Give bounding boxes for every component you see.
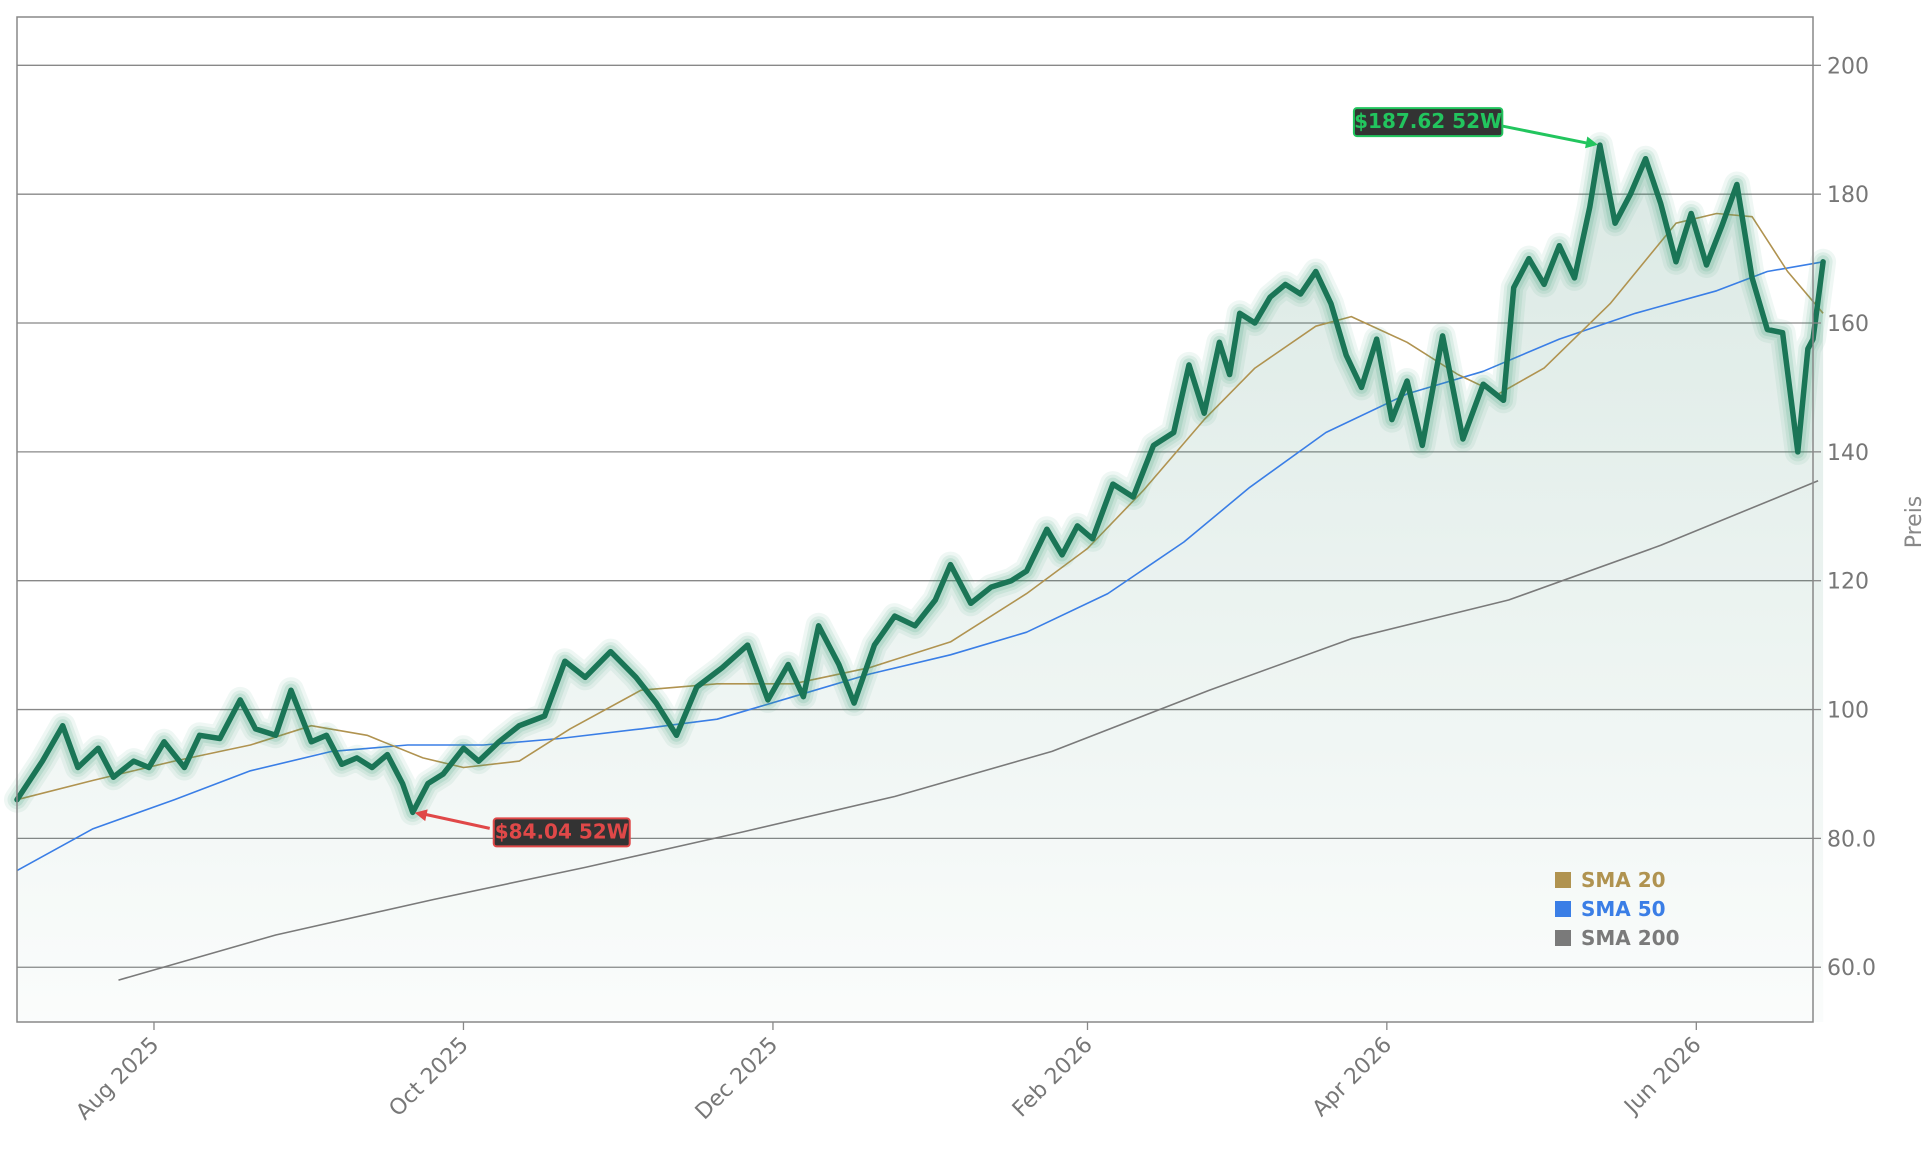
high-52w-annotation: $187.62 52W bbox=[1352, 107, 1598, 149]
low-52w-annotation: $84.04 52W bbox=[414, 809, 631, 848]
y-tick-label: 120 bbox=[1827, 570, 1869, 595]
annotation-arrow bbox=[420, 811, 491, 830]
y-axis: 60.0 80.0 100 120 140 160 180 200 bbox=[1813, 54, 1876, 981]
annotation-arrow bbox=[1502, 124, 1593, 146]
legend-label: SMA 20 bbox=[1581, 868, 1666, 892]
legend-swatch bbox=[1555, 872, 1571, 888]
annotation-arrowhead bbox=[1585, 136, 1598, 149]
moving-average-lines bbox=[16, 212, 1824, 981]
x-tick-label: Apr 2026 bbox=[1308, 1033, 1397, 1122]
annotations: $187.62 52W $84.04 52W bbox=[414, 107, 1598, 848]
legend-item: SMA 50 bbox=[1555, 897, 1666, 921]
annotation-arrowhead bbox=[414, 809, 428, 822]
y-tick-label: 80.0 bbox=[1827, 827, 1876, 852]
x-axis: Aug 2025 Oct 2025 Dec 2025 Feb 2026 Apr 2026… bbox=[72, 1022, 1707, 1125]
y-tick-label: 200 bbox=[1827, 54, 1869, 79]
plot-frame bbox=[16, 16, 1814, 1023]
legend-label: SMA 50 bbox=[1581, 897, 1666, 921]
price-line-group bbox=[4, 132, 1837, 826]
sma200-line bbox=[118, 480, 1819, 981]
annotation-box bbox=[492, 817, 631, 848]
y-tick-label: 60.0 bbox=[1827, 956, 1876, 981]
legend-swatch bbox=[1555, 901, 1571, 917]
annotation-label: $187.62 52W bbox=[1354, 109, 1502, 133]
legend-item: SMA 20 bbox=[1555, 868, 1666, 892]
x-tick-label: Jun 2026 bbox=[1619, 1033, 1707, 1121]
y-tick-label: 160 bbox=[1827, 312, 1869, 337]
sma50-line bbox=[16, 261, 1824, 872]
legend: SMA 20 SMA 50 SMA 200 bbox=[1555, 868, 1680, 950]
sma20-line bbox=[16, 212, 1824, 801]
x-tick-label: Aug 2025 bbox=[72, 1033, 165, 1126]
y-axis-title: Preis bbox=[1902, 496, 1927, 549]
legend-item: SMA 200 bbox=[1555, 926, 1680, 950]
legend-swatch bbox=[1555, 930, 1571, 946]
price-line bbox=[14, 142, 1826, 816]
annotation-box bbox=[1352, 107, 1504, 138]
x-tick-label: Feb 2026 bbox=[1008, 1033, 1098, 1123]
x-tick-label: Dec 2025 bbox=[691, 1033, 783, 1125]
legend-label: SMA 200 bbox=[1581, 926, 1680, 950]
y-tick-label: 180 bbox=[1827, 183, 1869, 208]
annotation-label: $84.04 52W bbox=[495, 819, 629, 843]
x-tick-label: Oct 2025 bbox=[385, 1033, 474, 1122]
y-tick-label: 140 bbox=[1827, 441, 1869, 466]
y-tick-label: 100 bbox=[1827, 699, 1869, 724]
